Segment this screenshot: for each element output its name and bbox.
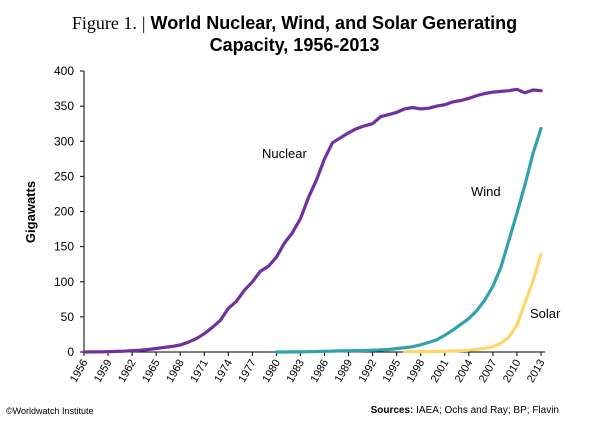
x-tick-label: 1992 xyxy=(357,358,380,385)
x-tick-label: 1989 xyxy=(333,358,356,385)
series-line-wind xyxy=(274,126,543,354)
series-lines xyxy=(82,87,543,354)
x-tick-label: 1974 xyxy=(212,358,235,385)
x-tick-label: 2013 xyxy=(525,358,548,385)
x-tick-label: 2004 xyxy=(453,358,476,385)
title-line-1: World Nuclear, Wind, and Solar Generatin… xyxy=(150,13,518,33)
title-line-2: Capacity, 1956-2013 xyxy=(209,35,380,55)
series-label-nuclear: Nuclear xyxy=(262,146,307,161)
x-tick-label: 1986 xyxy=(308,358,331,385)
x-tick-label: 1983 xyxy=(284,358,307,385)
y-tick-label: 50 xyxy=(61,310,75,324)
chart-title: Figure 1. | World Nuclear, Wind, and Sol… xyxy=(0,12,589,56)
x-tick-label: 1977 xyxy=(236,358,259,385)
y-tick-label: 300 xyxy=(54,134,74,148)
sources-text: Sources: IAEA; Ochs and Ray; BP; Flavin xyxy=(371,405,559,416)
x-tick-label: 1962 xyxy=(116,358,139,385)
y-tick-label: 350 xyxy=(54,99,74,113)
figure-label: Figure 1. xyxy=(71,13,137,33)
x-tick-label: 1959 xyxy=(92,358,115,385)
y-tick-label: 0 xyxy=(67,345,74,359)
credit-text: ©Worldwatch Institute xyxy=(6,406,94,416)
title-separator: | xyxy=(141,13,146,33)
y-axis-ticks: 0 50 100 150 200 250 300 350 400 xyxy=(54,64,84,359)
x-tick-label: 2007 xyxy=(477,358,500,385)
series-label-wind: Wind xyxy=(471,184,501,199)
x-tick-label: 1971 xyxy=(188,358,211,385)
y-tick-label: 200 xyxy=(54,205,74,219)
y-tick-label: 150 xyxy=(54,240,74,254)
series-label-solar: Solar xyxy=(530,306,561,321)
x-tick-label: 2010 xyxy=(501,358,524,385)
y-tick-label: 250 xyxy=(54,169,74,183)
x-tick-label: 1998 xyxy=(405,358,428,385)
series-line-nuclear xyxy=(82,87,543,354)
y-tick-label: 100 xyxy=(54,275,74,289)
x-tick-label: 2001 xyxy=(429,358,452,385)
y-tick-label: 400 xyxy=(54,64,74,78)
x-tick-label: 1965 xyxy=(140,358,163,385)
series-labels: Nuclear Wind Solar xyxy=(262,146,561,321)
x-tick-label: 1980 xyxy=(260,358,283,385)
x-tick-label: 1956 xyxy=(68,358,91,385)
sources-list: IAEA; Ochs and Ray; BP; Flavin xyxy=(416,405,559,416)
x-tick-label: 1968 xyxy=(164,358,187,385)
sources-label: Sources: xyxy=(370,405,414,416)
y-axis-label: Gigawatts xyxy=(23,181,38,243)
x-axis-ticks: 1956 1959 1962 1965 1968 1971 1974 1977 1980 1983… xyxy=(68,352,548,385)
series-line-solar xyxy=(403,252,543,354)
x-tick-label: 1995 xyxy=(381,358,404,385)
